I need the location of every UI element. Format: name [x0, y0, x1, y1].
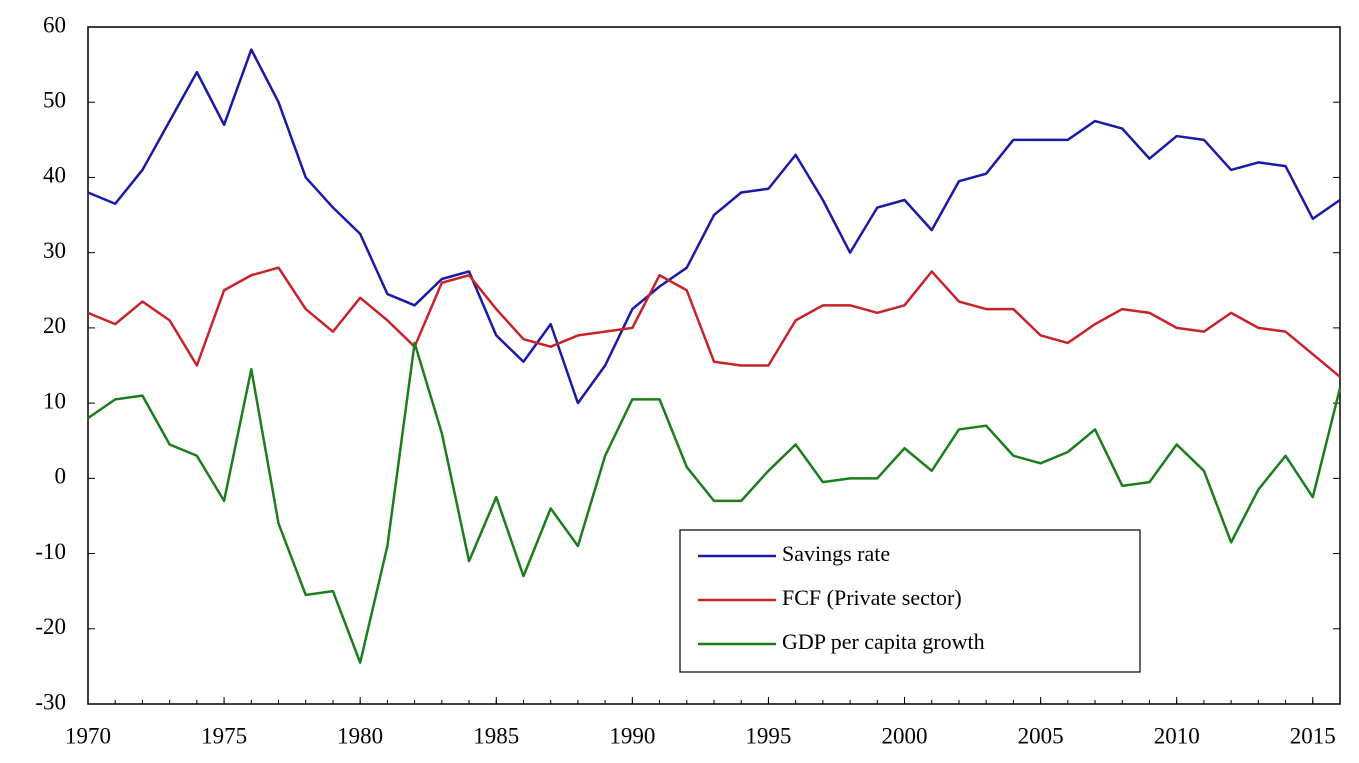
series-line: [87, 341, 1342, 664]
y-tick-label: 50: [43, 88, 66, 113]
y-tick-label: 30: [43, 238, 66, 263]
x-tick-label: 1970: [65, 723, 111, 748]
y-tick-label: -20: [35, 614, 66, 639]
x-tick-label: 1995: [745, 723, 791, 748]
y-tick-label: 20: [43, 313, 66, 338]
series-line: [87, 48, 1341, 405]
legend-label: FCF (Private sector): [782, 585, 962, 610]
y-tick-label: -30: [35, 689, 66, 714]
y-tick-label: 10: [43, 388, 66, 413]
x-tick-label: 2005: [1018, 723, 1064, 748]
y-tick-label: 60: [43, 12, 66, 37]
y-tick-label: 0: [55, 464, 67, 489]
y-tick-label: 40: [43, 163, 66, 188]
x-tick-label: 2015: [1290, 723, 1336, 748]
y-tick-label: -10: [35, 539, 66, 564]
x-tick-label: 1975: [201, 723, 247, 748]
x-tick-label: 2000: [882, 723, 928, 748]
x-tick-label: 1980: [337, 723, 383, 748]
x-tick-label: 1990: [609, 723, 655, 748]
legend-label: Savings rate: [782, 541, 890, 566]
legend-label: GDP per capita growth: [782, 629, 985, 654]
x-tick-label: 2010: [1154, 723, 1200, 748]
x-tick-label: 1985: [473, 723, 519, 748]
series-line: [87, 266, 1341, 378]
